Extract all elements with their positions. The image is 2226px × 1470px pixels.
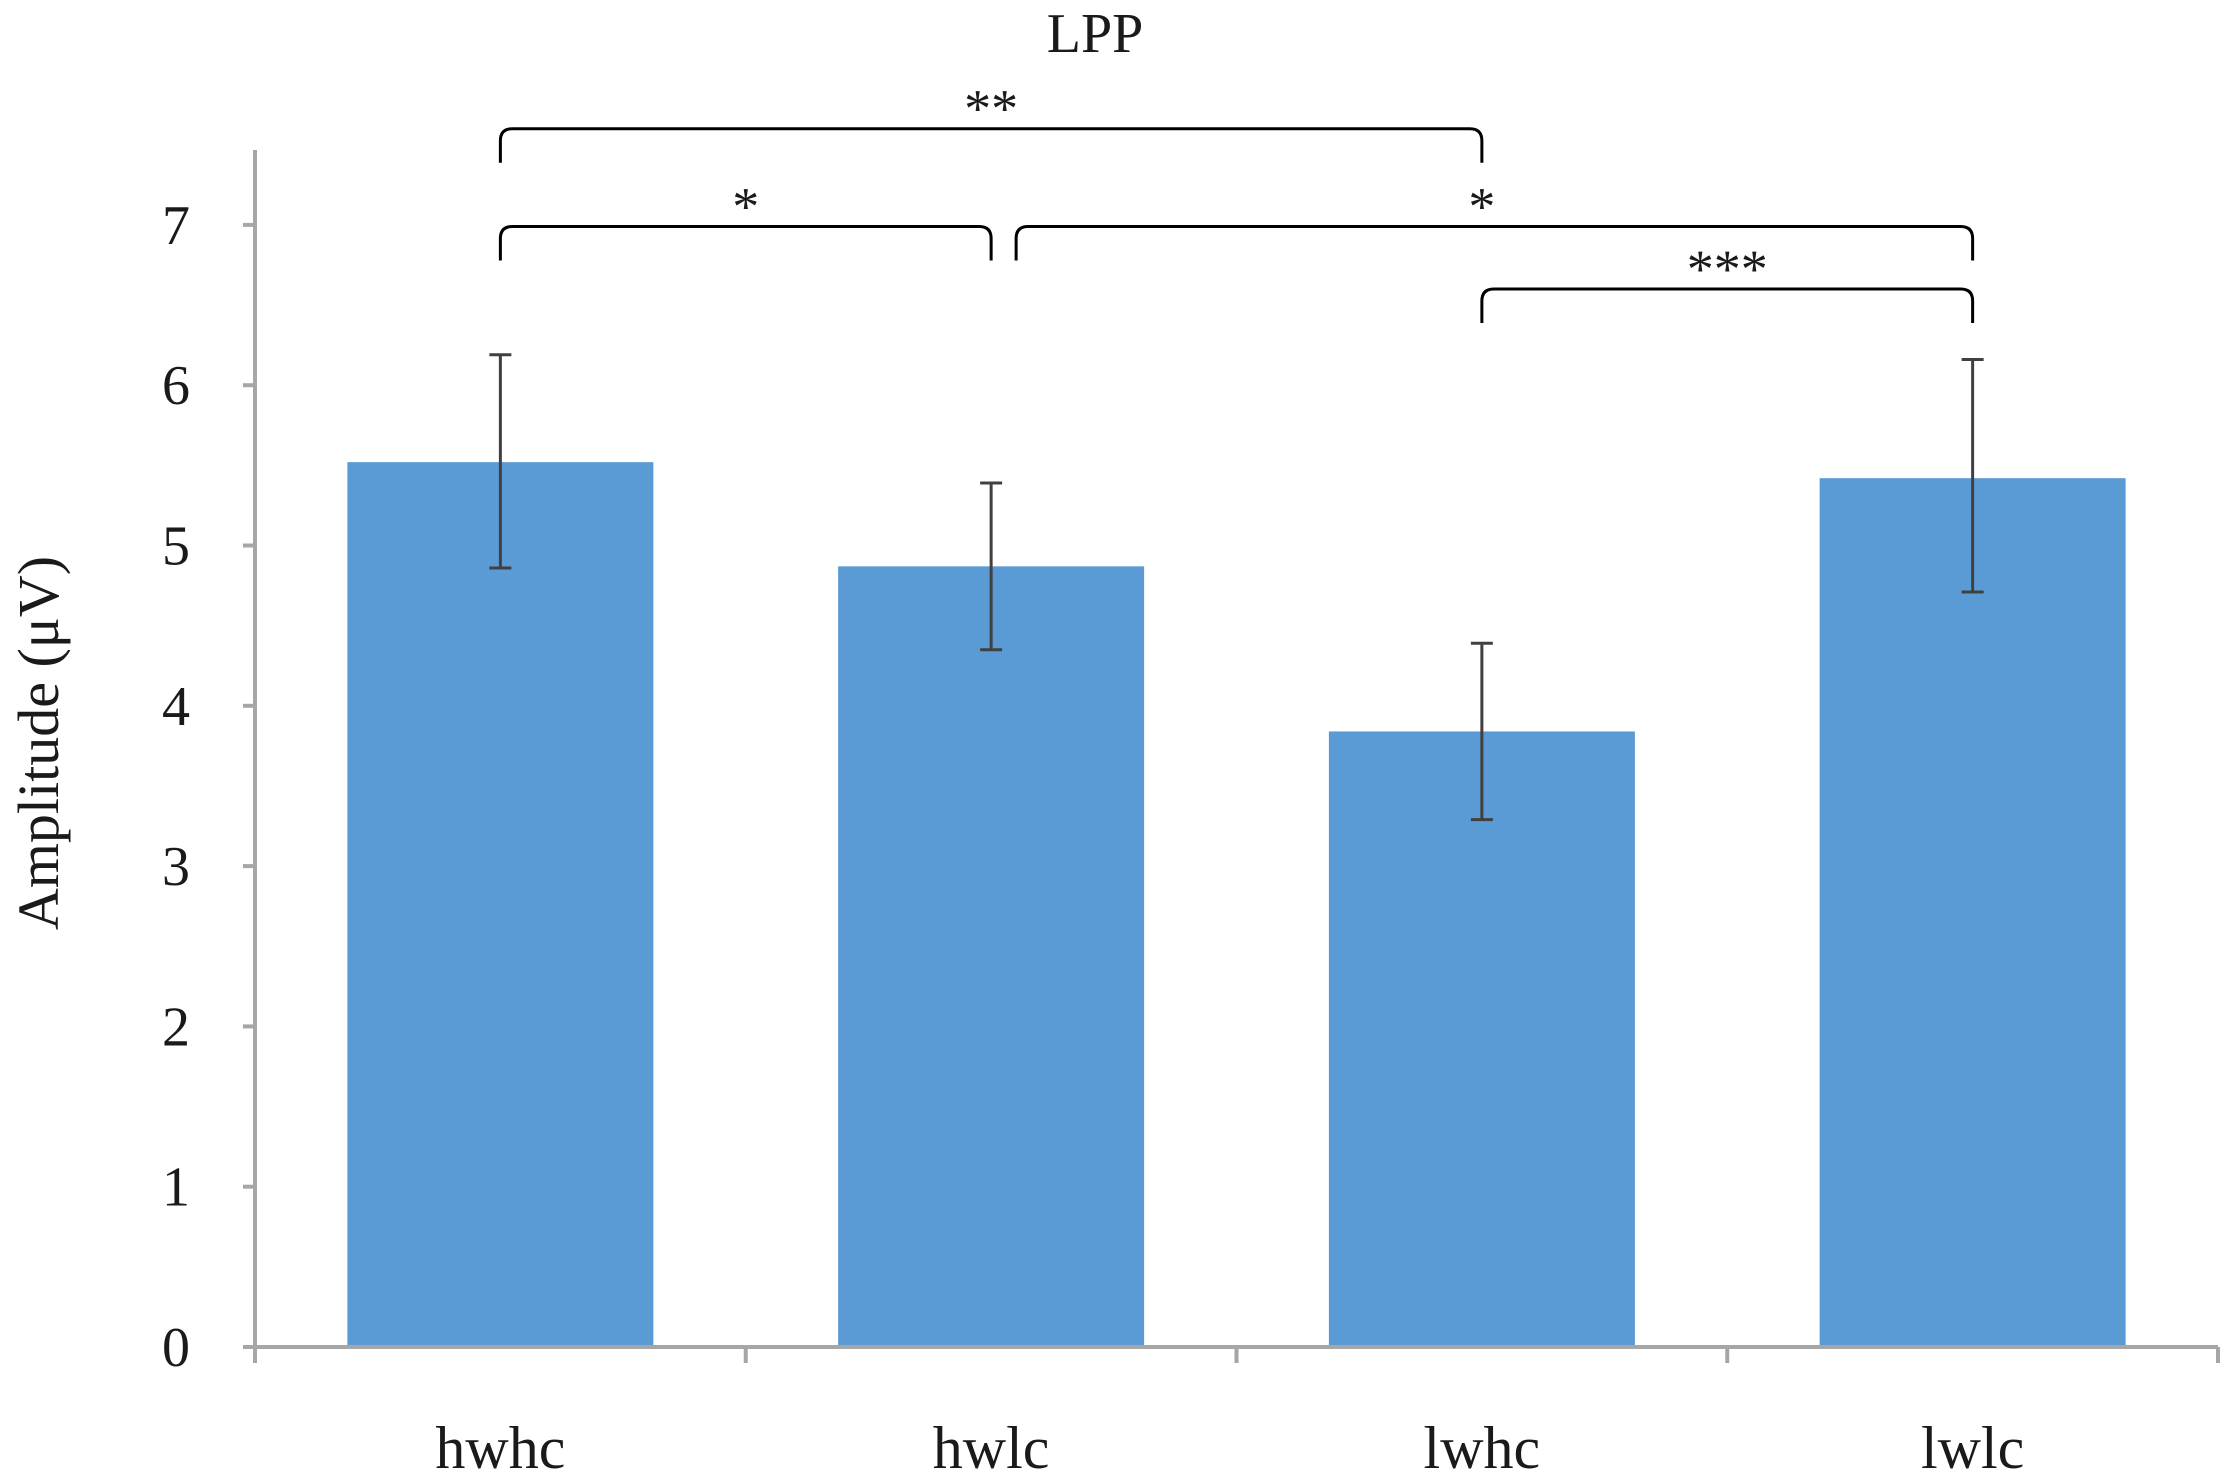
significance-label-3: *** [1687,239,1768,299]
bars-group [347,462,2126,1347]
bar-hwhc [347,462,654,1347]
significance-bracket-1 [498,225,993,261]
y-axis-label: Amplitude (μV) [6,556,71,930]
bar-hwlc [838,566,1145,1347]
significance-label-0: ** [964,79,1018,139]
significance-label-2: * [1468,177,1495,237]
axes-group: 0 1 2 3 4 5 6 7 hwhc hwlc lwhc lwlc [162,150,2220,1470]
x-tick-label-hwhc: hwhc [435,1415,565,1470]
y-tick-label: 4 [162,676,190,738]
y-tick-label: 2 [162,996,190,1058]
significance-brackets-group: *** **** [498,79,1975,324]
y-tick-label: 1 [162,1157,190,1219]
y-tick-label: 5 [162,516,190,578]
y-tick-label: 0 [162,1317,190,1379]
significance-bracket-0 [498,127,1484,163]
significance-label-1: * [732,177,759,237]
x-tick-label-lwlc: lwlc [1921,1415,2024,1470]
x-tick-label-lwhc: lwhc [1424,1415,1541,1470]
bar-lwhc [1328,731,1635,1347]
y-tick-label: 3 [162,836,190,898]
error-bars-group [489,353,1984,822]
chart-title: LPP [1047,3,1144,65]
bar-lwlc [1819,478,2126,1347]
y-tick-label: 6 [162,355,190,417]
y-tick-label: 7 [162,195,190,257]
significance-bracket-3 [1480,287,1975,324]
significance-bracket-2 [1014,225,1975,261]
x-tick-label-hwlc: hwlc [933,1415,1050,1470]
